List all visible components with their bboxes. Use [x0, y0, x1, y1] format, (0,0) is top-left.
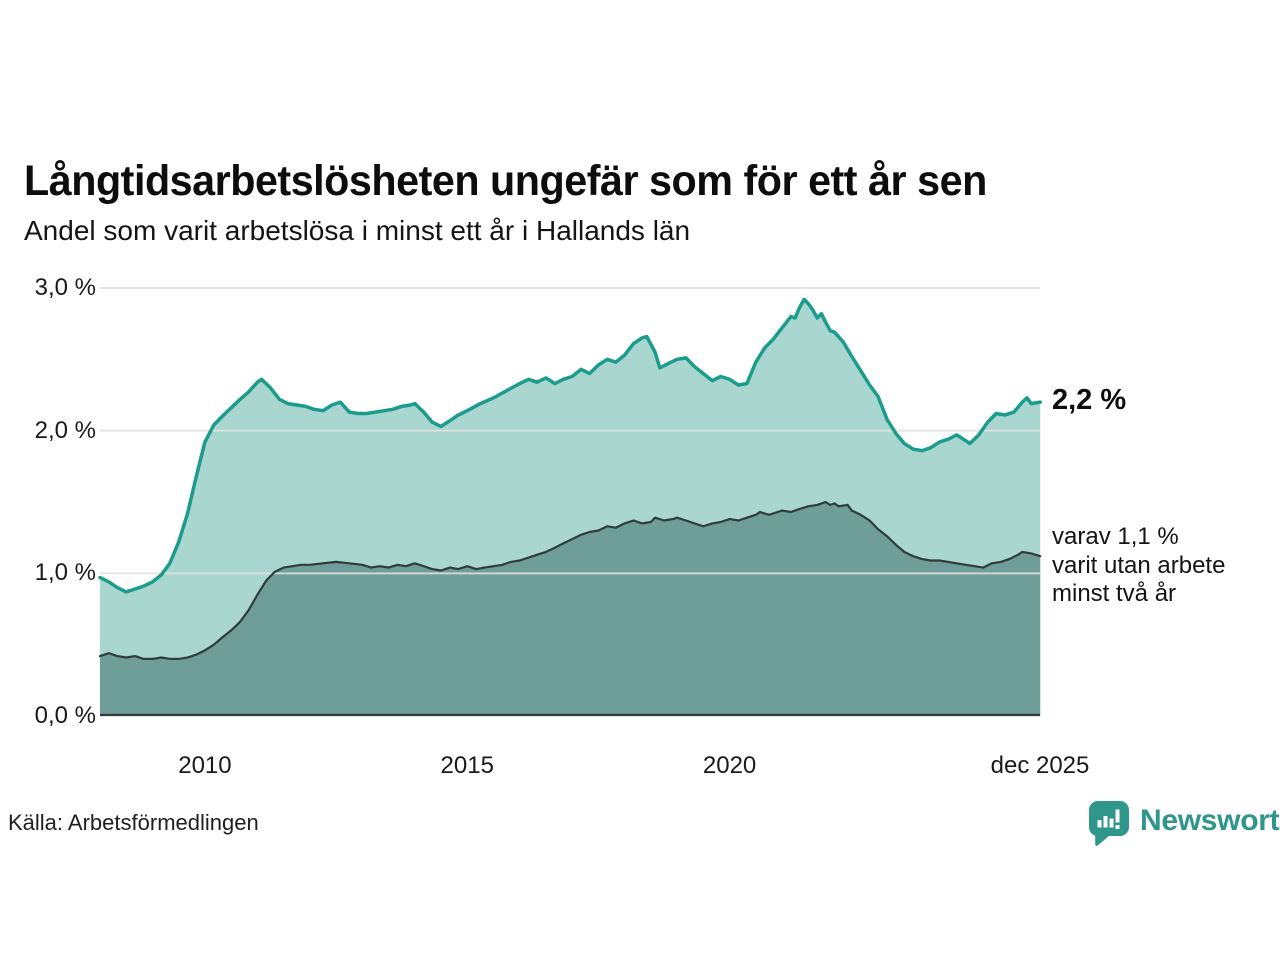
area-chart-plot: [98, 287, 1042, 717]
gridlines: [100, 287, 1040, 575]
y-axis-tick: 0,0 %: [34, 702, 96, 729]
secondary-annotation-line: minst två år: [1052, 580, 1177, 608]
x-axis-tick: 2015: [440, 752, 494, 779]
source-credit: Källa: Arbetsförmedlingen: [8, 810, 259, 835]
secondary-annotation-line: varit utan arbete: [1052, 551, 1226, 579]
page-title: Långtidsarbetslösheten ungefär som för e…: [24, 156, 987, 205]
x-axis-tick: 2020: [702, 752, 757, 779]
x-axis-tick: 2010: [178, 752, 232, 779]
series-end-value-label: 2,2 %: [1052, 384, 1127, 417]
line-total-unemployed: [98, 297, 1042, 594]
area-two-year-unemployed: [100, 502, 1041, 716]
speech-bubble-bar-chart-icon: [1088, 801, 1129, 846]
secondary-series-annotation: varav 1,1 % varit utan arbete minst två …: [1052, 523, 1225, 609]
y-axis-tick: 1,0 %: [34, 559, 96, 587]
secondary-annotation-line: varav 1,1 %: [1052, 523, 1179, 551]
x-axis-tick: dec 2025: [990, 752, 1090, 779]
y-axis-tick: 2,0 %: [34, 416, 96, 444]
brand-name: Newsworthy: [1140, 804, 1280, 837]
newsworthy-logo: Newsworthy: [1088, 800, 1280, 850]
chart-subtitle: Andel som varit arbetslösa i minst ett å…: [24, 215, 691, 246]
line-two-year-unemployed: [98, 500, 1042, 660]
y-axis-tick: 3,0 %: [34, 274, 96, 301]
